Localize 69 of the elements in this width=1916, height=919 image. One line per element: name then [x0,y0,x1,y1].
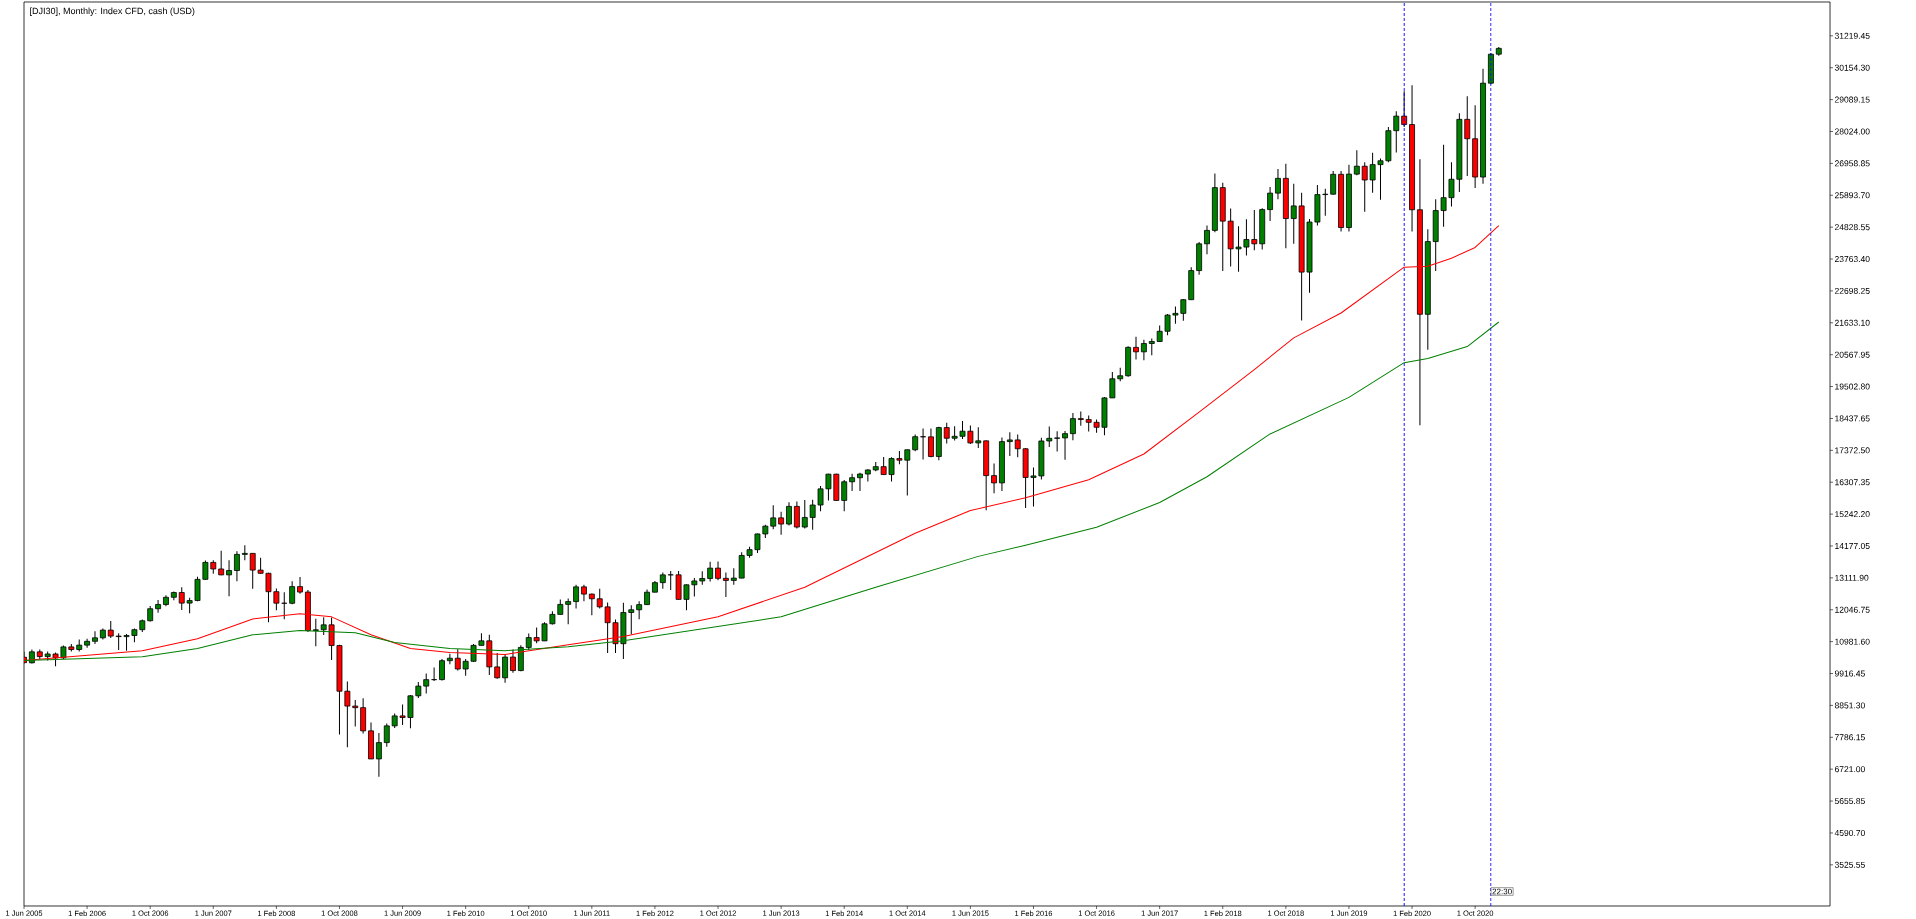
candlestick [920,428,926,460]
candlestick [786,501,792,527]
candlestick [1054,430,1061,453]
candlestick [226,559,232,597]
candlestick [92,630,98,645]
y-tick-label: 10981.60 [1835,638,1870,645]
candlestick [778,511,785,536]
candlestick [312,618,319,647]
candlestick [360,697,367,735]
y-tick-label: 28024.00 [1834,128,1870,135]
candlestick [234,550,240,582]
y-tick-label: 17372.50 [1835,447,1870,454]
candlestick [1275,168,1281,200]
y-tick-label: 19502.80 [1835,383,1870,390]
candlestick [155,599,161,614]
candlestick [991,463,997,494]
candlestick [864,468,871,483]
y-tick-label: 25893.70 [1834,192,1870,199]
candlestick [297,576,303,595]
y-tick-label: 18437.65 [1835,415,1870,422]
y-tick-label: 29089.15 [1834,96,1870,103]
candlestick [446,653,453,665]
candlestick [928,428,934,458]
candlestick [1077,410,1084,427]
candlestick [715,560,721,581]
y-tick-label: 12046.75 [1835,606,1870,613]
candlestick [375,732,382,778]
y-tick-label: 4590.70 [1834,829,1865,836]
annotation: 22:30 [1492,888,1512,895]
candlestick [1006,431,1013,457]
candlestick [502,653,509,684]
y-tick-label: 24828.55 [1834,224,1870,231]
candlestick [439,658,445,682]
y-tick-label: 31219.45 [1834,32,1870,39]
y-tick-label: 22698.25 [1834,287,1870,294]
candlestick [1353,149,1360,176]
y-tick-label: 30154.30 [1834,64,1870,71]
y-tick-label: 8851.30 [1834,702,1865,709]
candlestick [1140,339,1147,361]
y-tick-label: 6721.00 [1834,766,1865,773]
y-tick-label: 7786.15 [1834,734,1865,741]
candlestick [1133,336,1139,360]
y-tick-label: 9916.45 [1834,670,1865,677]
candlestick [1267,186,1274,222]
candlestick [218,550,225,576]
candlestick [793,501,800,530]
y-tick-label: 5655.85 [1834,798,1865,805]
y-tick-label: 13111.90 [1835,574,1869,581]
candlestick [849,473,856,492]
y-tick-label: 26958.85 [1834,160,1870,167]
candlestick [565,598,572,625]
y-tick-label: 20567.95 [1834,351,1870,358]
candlestick [431,666,438,682]
candlestick [707,561,714,583]
candlestick [588,592,595,616]
candlestick [573,584,579,609]
y-tick-label: 16307.35 [1835,479,1870,486]
candlestick [1330,170,1337,195]
candlestick [722,572,729,598]
y-tick-label: 21633.10 [1834,319,1870,326]
candlestick [1204,225,1210,255]
candlestick [1069,412,1076,441]
y-tick-label: 23763.40 [1834,256,1870,263]
candlestick [1062,430,1068,461]
text: [DJI30], Monthly: Index CFD, cash (USD) [30,7,195,16]
candlestick [841,479,848,512]
y-tick-label: 14177.05 [1835,542,1870,549]
y-tick-label: 3525.55 [1834,861,1865,868]
y-tick-label: 15242.20 [1835,511,1870,518]
